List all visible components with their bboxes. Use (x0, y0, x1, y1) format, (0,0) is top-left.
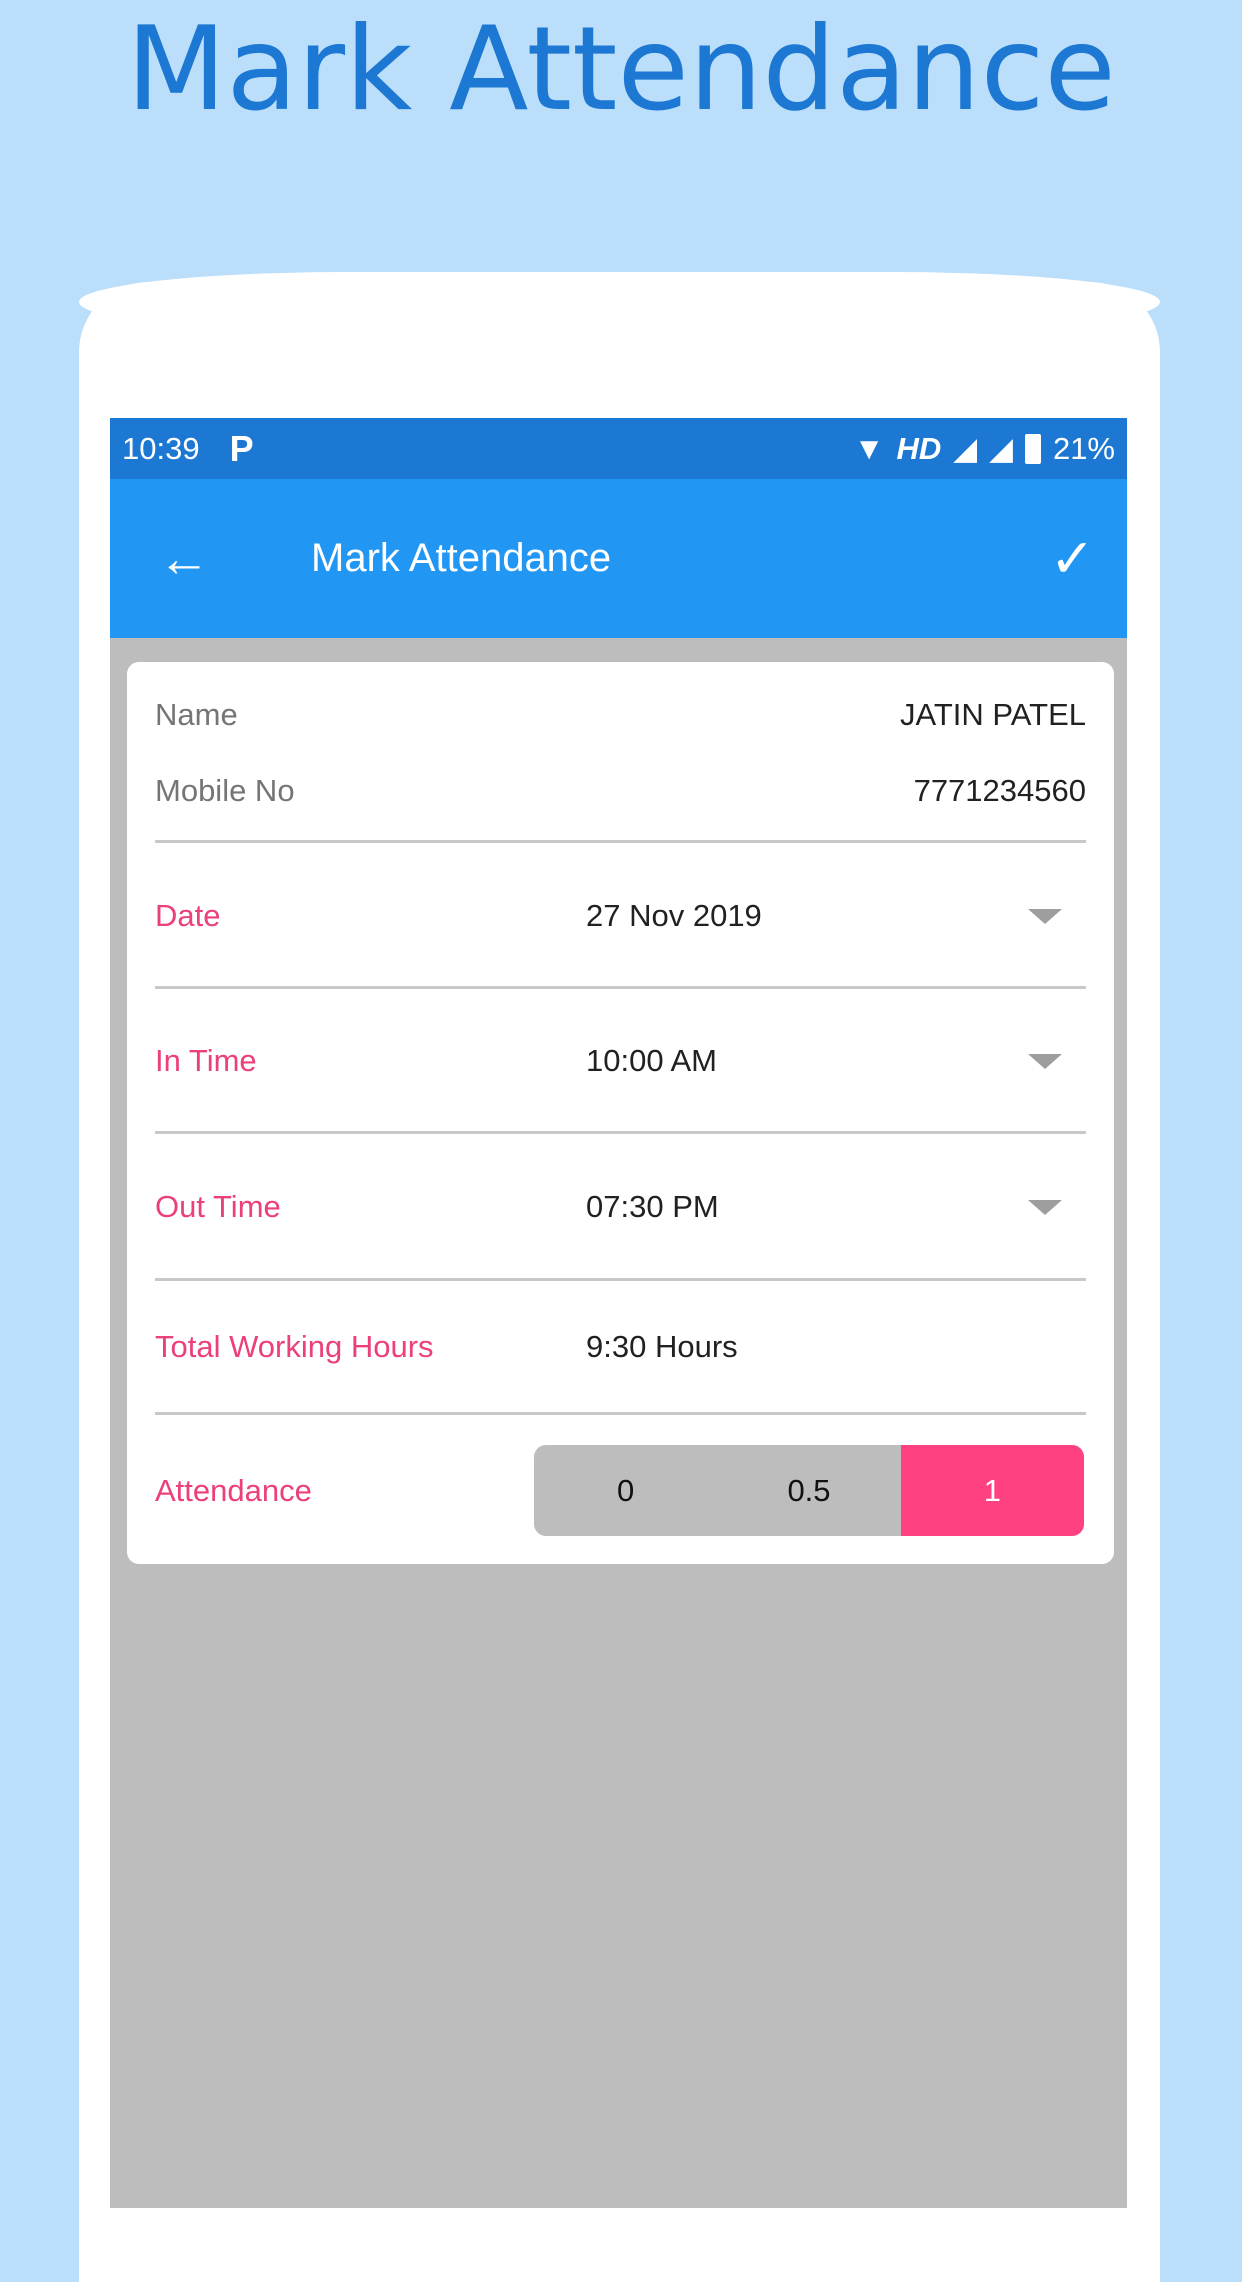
divider (155, 1278, 1086, 1281)
promo-headline: Mark Attendance (126, 2, 1116, 137)
wifi-icon: ▼ (853, 430, 885, 466)
name-row: Name JATIN PATEL (155, 694, 1086, 736)
network-type: HD (896, 430, 942, 466)
attendance-option-1[interactable]: 1 (900, 1445, 1084, 1536)
mobile-label: Mobile No (155, 773, 295, 808)
attendance-segmented-control: 0 0.5 1 (534, 1445, 1084, 1536)
out-time-label: Out Time (155, 1189, 281, 1224)
out-time-value: 07:30 PM (586, 1189, 719, 1224)
divider (155, 1131, 1086, 1134)
out-time-picker[interactable]: Out Time 07:30 PM (155, 1134, 1086, 1280)
total-hours-value: 9:30 Hours (586, 1328, 738, 1364)
dropdown-arrow-icon[interactable] (1028, 1199, 1062, 1215)
status-time: 10:39 (122, 430, 200, 466)
arrow-left-icon[interactable]: ← (158, 529, 210, 588)
date-picker[interactable]: Date 27 Nov 2019 (155, 844, 1086, 988)
mobile-row: Mobile No 7771234560 (155, 770, 1086, 812)
attendance-card: Name JATIN PATEL Mobile No 7771234560 Da… (127, 662, 1114, 1564)
signal-icon-2: ◢ (989, 430, 1013, 466)
name-label: Name (155, 697, 238, 732)
divider (155, 986, 1086, 989)
toolbar-title: Mark Attendance (311, 536, 612, 580)
date-label: Date (155, 898, 221, 933)
dropdown-arrow-icon[interactable] (1028, 908, 1062, 924)
attendance-row: Attendance (155, 1445, 1086, 1536)
total-hours-label: Total Working Hours (155, 1328, 434, 1364)
p-icon: P (229, 427, 254, 469)
mobile-value: 7771234560 (913, 773, 1086, 808)
in-time-picker[interactable]: In Time 10:00 AM (155, 989, 1086, 1133)
battery-icon (1024, 433, 1041, 464)
in-time-value: 10:00 AM (586, 1043, 717, 1078)
dropdown-arrow-icon[interactable] (1028, 1053, 1062, 1069)
divider (155, 1412, 1086, 1415)
toolbar: ← Mark Attendance ✓ (110, 479, 1127, 638)
name-value: JATIN PATEL (899, 697, 1086, 732)
date-value: 27 Nov 2019 (586, 898, 762, 933)
divider (155, 840, 1086, 843)
in-time-label: In Time (155, 1043, 257, 1078)
battery-percent: 21% (1052, 430, 1115, 466)
total-hours-row: Total Working Hours 9:30 Hours (155, 1281, 1086, 1412)
attendance-label: Attendance (155, 1472, 312, 1508)
check-icon[interactable]: ✓ (1049, 529, 1095, 589)
app-screen: 10:39 P ▼ HD ◢ ◢ 21% ← Mark Attendance ✓… (110, 418, 1127, 2208)
status-bar: 10:39 P ▼ HD ◢ ◢ 21% (110, 418, 1127, 479)
signal-icon: ◢ (953, 430, 978, 466)
attendance-option-0[interactable]: 0 (617, 1472, 635, 1508)
attendance-option-half[interactable]: 0.5 (787, 1472, 831, 1508)
